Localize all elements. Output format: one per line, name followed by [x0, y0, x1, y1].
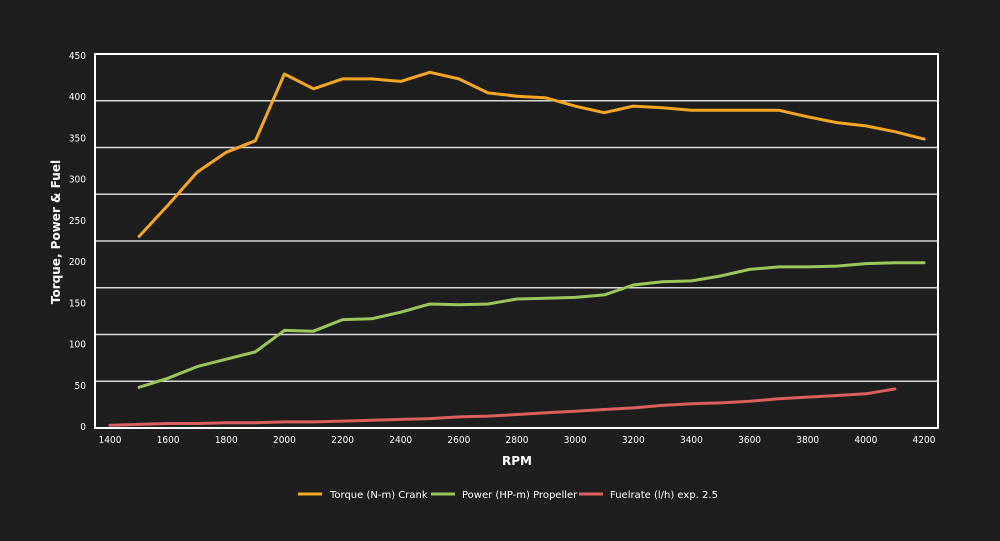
y-tick-label: 100: [69, 340, 86, 351]
y-tick-label: 150: [69, 298, 86, 309]
series-line-0: [137, 70, 926, 238]
series-line-1: [137, 261, 926, 389]
legend-label: Torque (N-m) Crank: [329, 490, 428, 501]
y-tick-label: 300: [69, 175, 86, 186]
x-tick-labels: 1400 1600 1800 2000 2200 2400 2600 2800 3000 3200…: [99, 435, 936, 446]
y-tick-label: 0: [80, 422, 86, 433]
x-tick-label: 3600: [738, 435, 761, 446]
x-tick-label: 4200: [913, 435, 936, 446]
legend: Torque (N-m) Crank Power (HP-m) Propeller…: [298, 490, 718, 501]
x-tick-label: 2400: [389, 435, 412, 446]
y-tick-labels: 0 50 100 150 200 250 300 350 400 450: [69, 51, 86, 433]
series-group: [108, 70, 926, 427]
y-tick-label: 50: [75, 381, 87, 392]
x-tick-label: 2600: [447, 435, 470, 446]
x-tick-label: 3000: [564, 435, 587, 446]
series-line-2: [108, 387, 897, 427]
x-tick-label: 1400: [99, 435, 122, 446]
y-tick-label: 250: [69, 216, 86, 227]
x-axis-title: RPM: [502, 454, 532, 468]
x-tick-label: 3400: [680, 435, 703, 446]
x-tick-label: 1600: [157, 435, 180, 446]
y-axis-title: Torque, Power & Fuel: [49, 160, 63, 304]
x-tick-label: 2200: [331, 435, 354, 446]
x-tick-label: 4000: [854, 435, 877, 446]
legend-label: Fuelrate (l/h) exp. 2.5: [610, 490, 718, 501]
y-tick-label: 450: [69, 51, 86, 62]
plot-frame: [94, 53, 939, 429]
gridlines: [95, 99, 938, 383]
x-tick-label: 3800: [796, 435, 819, 446]
x-tick-label: 2000: [273, 435, 296, 446]
y-tick-label: 200: [69, 257, 86, 268]
x-tick-label: 2800: [506, 435, 529, 446]
legend-label: Power (HP-m) Propeller: [462, 490, 578, 501]
x-tick-label: 3200: [622, 435, 645, 446]
y-tick-label: 350: [69, 133, 86, 144]
y-tick-label: 400: [69, 92, 86, 103]
x-tick-label: 1800: [215, 435, 238, 446]
